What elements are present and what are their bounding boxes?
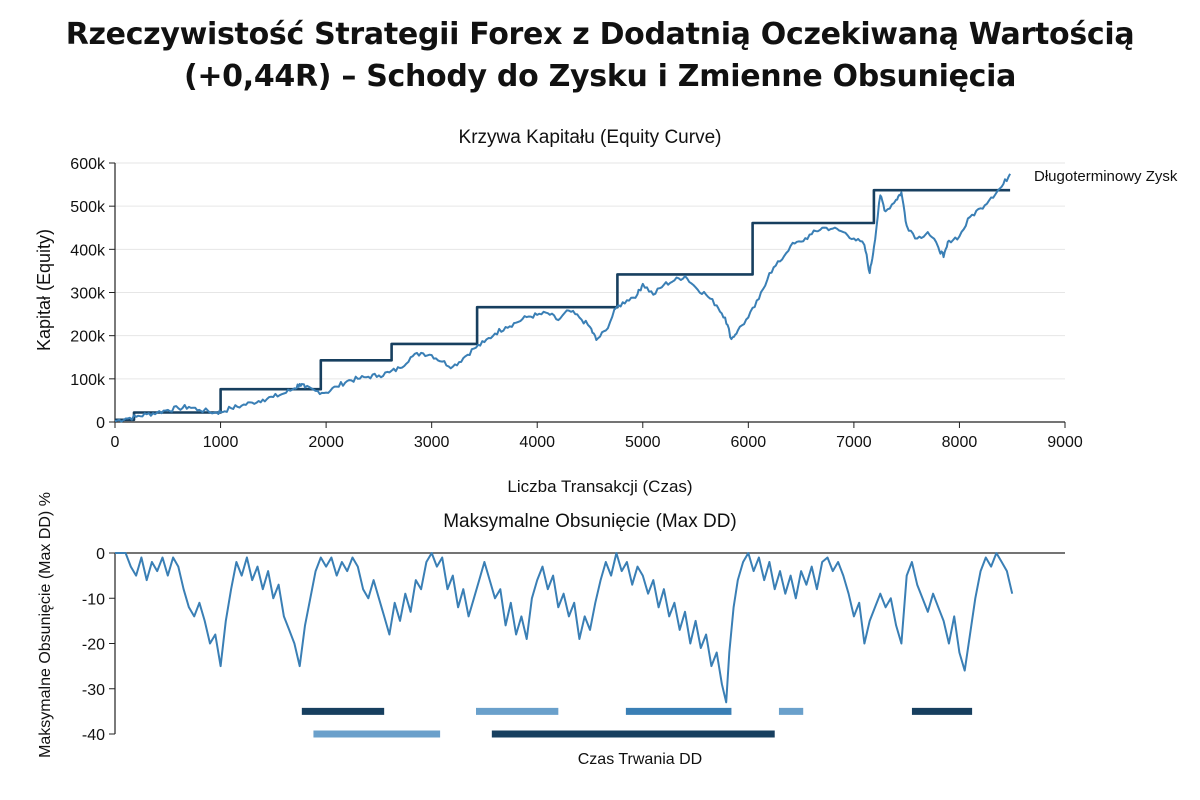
equity-chart-title: Krzywa Kapitału (Equity Curve): [459, 127, 722, 148]
equity-annotation: Długoterminowy Zysk: [1034, 168, 1178, 185]
equity-x-tick-label: 8000: [942, 434, 978, 451]
equity-x-axis-label: Liczba Transakcji (Czas): [507, 477, 692, 496]
equity-y-tick-label: 600k: [70, 156, 106, 173]
equity-x-tick-label: 6000: [731, 434, 767, 451]
equity-y-tick-label: 100k: [70, 372, 106, 389]
drawdown-y-tick-label: -20: [82, 637, 105, 654]
main-title: Rzeczywistość Strategii Forex z Dodatnią…: [0, 14, 1200, 98]
drawdown-chart-title: Maksymalne Obsunięcie (Max DD): [443, 511, 737, 532]
equity-chart: Krzywa Kapitału (Equity Curve) Kapitał (…: [34, 127, 1178, 496]
equity-gridlines: [115, 162, 1065, 380]
equity-x-tick-label: 2000: [308, 434, 344, 451]
equity-curve-line: [114, 173, 1011, 423]
equity-y-tick-label: 0: [96, 415, 105, 432]
equity-x-tick-label: 1000: [203, 434, 239, 451]
equity-y-tick-label: 500k: [70, 199, 106, 216]
equity-x-tick-label: 7000: [836, 434, 872, 451]
dd-duration-label: Czas Trwania DD: [578, 751, 702, 768]
equity-x-tick-label: 9000: [1047, 434, 1083, 451]
drawdown-y-tick-label: -40: [82, 727, 105, 744]
equity-steps-line: [115, 188, 1011, 422]
drawdown-y-axis-label: Maksymalne Obsunięcie (Max DD) %: [37, 492, 54, 758]
drawdown-duration-bars: [301, 707, 973, 738]
drawdown-tick-labels: 0 -10 -20 -30 -40: [82, 546, 105, 744]
drawdown-series: [115, 552, 1014, 704]
equity-x-tick-label: 3000: [414, 434, 450, 451]
drawdown-line: [115, 552, 1014, 704]
equity-x-tick-label: 4000: [519, 434, 555, 451]
main-title-line1: Rzeczywistość Strategii Forex z Dodatnią…: [65, 17, 1135, 52]
equity-axes: [109, 162, 1066, 428]
drawdown-chart: Maksymalne Obsunięcie (Max DD) Maksymaln…: [37, 492, 1065, 768]
equity-tick-labels: 0 100k 200k 300k 400k 500k 600k 0 1000 2000 3000 40…: [70, 156, 1083, 451]
drawdown-y-tick-label: 0: [96, 546, 105, 563]
drawdown-axes: [109, 552, 1065, 735]
equity-y-axis-label: Kapitał (Equity): [34, 229, 54, 351]
equity-x-tick-label: 0: [111, 434, 120, 451]
equity-y-tick-label: 200k: [70, 329, 106, 346]
drawdown-y-tick-label: -30: [82, 682, 105, 699]
equity-y-tick-label: 400k: [70, 242, 106, 259]
equity-x-tick-label: 5000: [625, 434, 661, 451]
drawdown-y-tick-label: -10: [82, 591, 105, 608]
main-title-line2: (+0,44R) – Schody do Zysku i Zmienne Obs…: [183, 59, 1017, 94]
equity-series: [114, 173, 1011, 423]
equity-y-tick-label: 300k: [70, 286, 106, 303]
